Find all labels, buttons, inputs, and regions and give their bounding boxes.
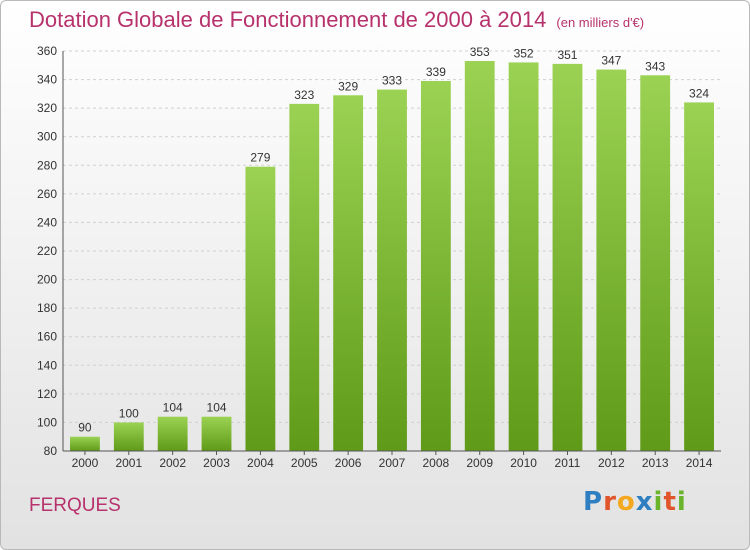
- value-label: 329: [338, 79, 358, 93]
- commune-name: FERQUES: [29, 495, 121, 516]
- bar-2005: [289, 103, 320, 451]
- x-tick-label: 2006: [335, 456, 362, 470]
- value-label: 333: [382, 74, 402, 88]
- logo-letter: x: [635, 487, 654, 517]
- x-tick-label: 2000: [72, 456, 99, 470]
- x-tick-label: 2007: [379, 456, 406, 470]
- logo-letter: r: [603, 487, 617, 517]
- x-tick-label: 2001: [115, 456, 142, 470]
- bar-2014: [684, 102, 714, 451]
- y-tick-label: 220: [37, 244, 57, 258]
- x-tick-label: 2003: [203, 456, 230, 470]
- y-tick-label: 360: [37, 44, 57, 58]
- bar-2003: [201, 416, 232, 451]
- x-tick-label: 2010: [510, 456, 537, 470]
- y-tick-label: 240: [37, 215, 57, 229]
- value-label: 279: [250, 151, 270, 165]
- bar-2011: [552, 63, 583, 451]
- bar-2013: [640, 75, 671, 452]
- bar-2010: [508, 62, 539, 452]
- logo-letter: P: [583, 487, 604, 517]
- logo-letter: i: [676, 487, 687, 517]
- x-tick-label: 2005: [291, 456, 318, 470]
- x-tick-label: 2008: [423, 456, 450, 470]
- bar-2006: [333, 95, 364, 452]
- bar-2004: [245, 166, 276, 451]
- value-label: 90: [78, 421, 92, 435]
- y-tick-label: 180: [37, 301, 57, 315]
- bar-2007: [377, 89, 407, 452]
- y-tick-label: 340: [37, 73, 57, 87]
- y-tick-label: 280: [37, 158, 57, 172]
- value-label: 100: [119, 406, 139, 420]
- value-label: 343: [645, 59, 665, 73]
- y-tick-label: 300: [37, 130, 57, 144]
- y-tick-label: 260: [37, 187, 57, 201]
- value-label: 347: [601, 54, 621, 68]
- x-tick-label: 2011: [555, 456, 581, 470]
- value-label: 352: [514, 46, 534, 60]
- x-tick-label: 2014: [686, 456, 713, 470]
- value-label: 351: [557, 48, 577, 62]
- x-tick-label: 2009: [466, 456, 493, 470]
- x-tick-label: 2012: [598, 456, 625, 470]
- value-label: 323: [294, 88, 314, 102]
- y-tick-label: 320: [37, 101, 57, 115]
- axis-layer: 80 100 120 140 160 180 200 220 240 260 280 300 320 34…: [37, 44, 721, 470]
- logo-letter: i: [653, 487, 664, 517]
- y-tick-label: 100: [37, 415, 57, 429]
- y-tick-label: 140: [37, 358, 57, 372]
- labels-layer: 90 100 104 104 279 323 329 333 339 353 352 351 347 34…: [78, 45, 709, 435]
- value-label: 339: [426, 65, 446, 79]
- bar-2012: [596, 69, 627, 452]
- logo-letter: o: [616, 487, 636, 517]
- bar-2001: [113, 422, 144, 451]
- proxiti-logo: Proxiti: [583, 487, 687, 517]
- y-tick-label: 160: [37, 330, 57, 344]
- y-tick-label: 80: [44, 444, 58, 458]
- y-tick-label: 120: [37, 387, 57, 401]
- bar-2002: [157, 416, 188, 451]
- chart-unit: (en milliers d'€): [556, 15, 645, 30]
- value-label: 104: [207, 401, 227, 415]
- x-tick-label: 2002: [159, 456, 186, 470]
- bar-2000: [70, 436, 100, 451]
- x-tick-label: 2013: [642, 456, 669, 470]
- y-tick-label: 200: [37, 273, 57, 287]
- logo-letter: t: [663, 487, 677, 517]
- bar-2009: [464, 61, 495, 451]
- bars-layer: [70, 61, 714, 452]
- chart-title-text: Dotation Globale de Fonctionnement de 20…: [29, 7, 547, 32]
- value-label: 324: [689, 86, 709, 100]
- bar-2008: [420, 81, 451, 451]
- value-label: 353: [470, 45, 490, 59]
- value-label: 104: [163, 401, 183, 415]
- chart-title: Dotation Globale de Fonctionnement de 20…: [29, 7, 644, 33]
- x-tick-label: 2004: [247, 456, 274, 470]
